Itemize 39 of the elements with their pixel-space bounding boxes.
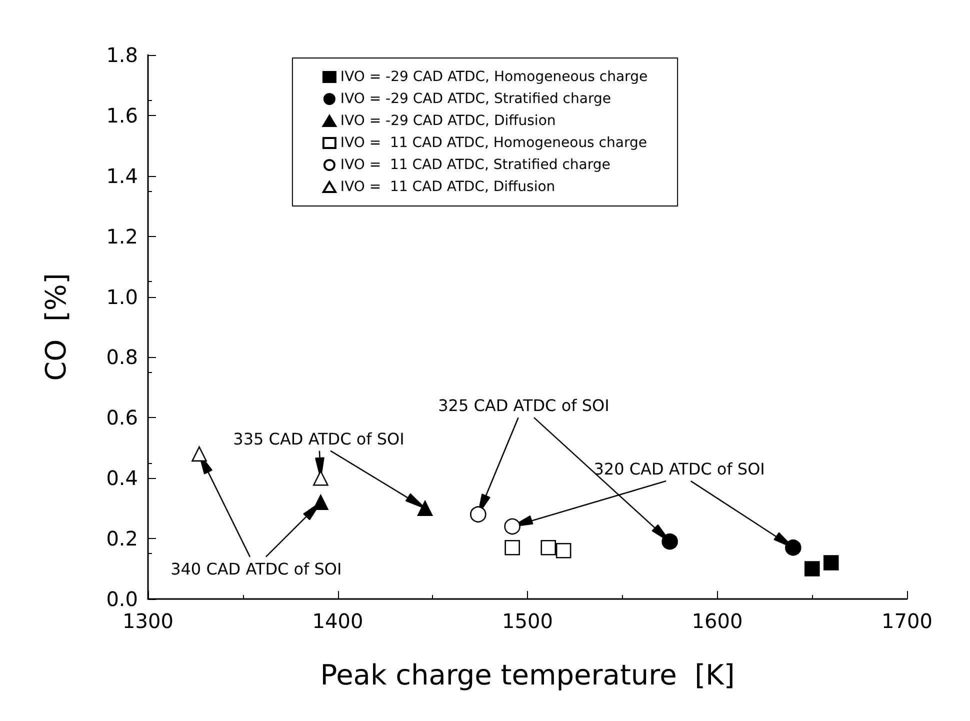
point bbox=[417, 500, 433, 516]
point bbox=[823, 555, 839, 570]
legend-label: IVO = 11 CAD ATDC, Homogeneous charge bbox=[340, 135, 647, 151]
x-tick-label: 1700 bbox=[882, 609, 932, 633]
legend-label: IVO = -29 CAD ATDC, Diffusion bbox=[340, 113, 556, 129]
y-tick-label: 1.0 bbox=[106, 284, 138, 309]
annotation: 320 CAD ATDC of SOI bbox=[594, 460, 765, 479]
y-tick-label: 1.2 bbox=[106, 224, 138, 248]
point bbox=[192, 446, 207, 462]
x-axis-title: Peak charge temperature [K] bbox=[320, 658, 735, 692]
point bbox=[504, 518, 520, 535]
y-tick-label: 1.8 bbox=[106, 43, 138, 67]
legend-label: IVO = 11 CAD ATDC, Stratified charge bbox=[340, 157, 610, 173]
annotation: 340 CAD ATDC of SOI bbox=[170, 559, 342, 578]
point bbox=[504, 540, 520, 556]
point bbox=[470, 506, 486, 523]
x-tick-label: 1500 bbox=[502, 609, 553, 633]
point bbox=[540, 540, 556, 556]
y-tick-label: 0.6 bbox=[106, 406, 138, 430]
point bbox=[662, 533, 678, 550]
y-tick-label: 0.2 bbox=[106, 526, 138, 551]
y-tick-label: 1.4 bbox=[106, 164, 138, 188]
legend-label: IVO = -29 CAD ATDC, Stratified charge bbox=[340, 91, 611, 107]
point bbox=[804, 561, 820, 576]
y-tick-label: 0.4 bbox=[106, 466, 138, 490]
y-axis-title: CO [%] bbox=[40, 273, 72, 381]
x-tick-label: 1400 bbox=[312, 609, 364, 633]
point bbox=[313, 494, 328, 510]
annotation: 335 CAD ATDC of SOI bbox=[233, 429, 404, 448]
point bbox=[785, 539, 802, 556]
x-tick-label: 1600 bbox=[692, 609, 743, 633]
point bbox=[556, 542, 572, 558]
y-tick-label: 0.0 bbox=[106, 587, 138, 611]
x-tick-label: 1300 bbox=[122, 609, 174, 633]
y-tick-label: 1.6 bbox=[106, 103, 138, 128]
y-tick-label: 0.8 bbox=[106, 345, 138, 370]
annotation: 325 CAD ATDC of SOI bbox=[438, 396, 610, 416]
legend-label: IVO = 11 CAD ATDC, Diffusion bbox=[340, 179, 556, 195]
legend-label: IVO = -29 CAD ATDC, Homogeneous charge bbox=[340, 69, 648, 85]
